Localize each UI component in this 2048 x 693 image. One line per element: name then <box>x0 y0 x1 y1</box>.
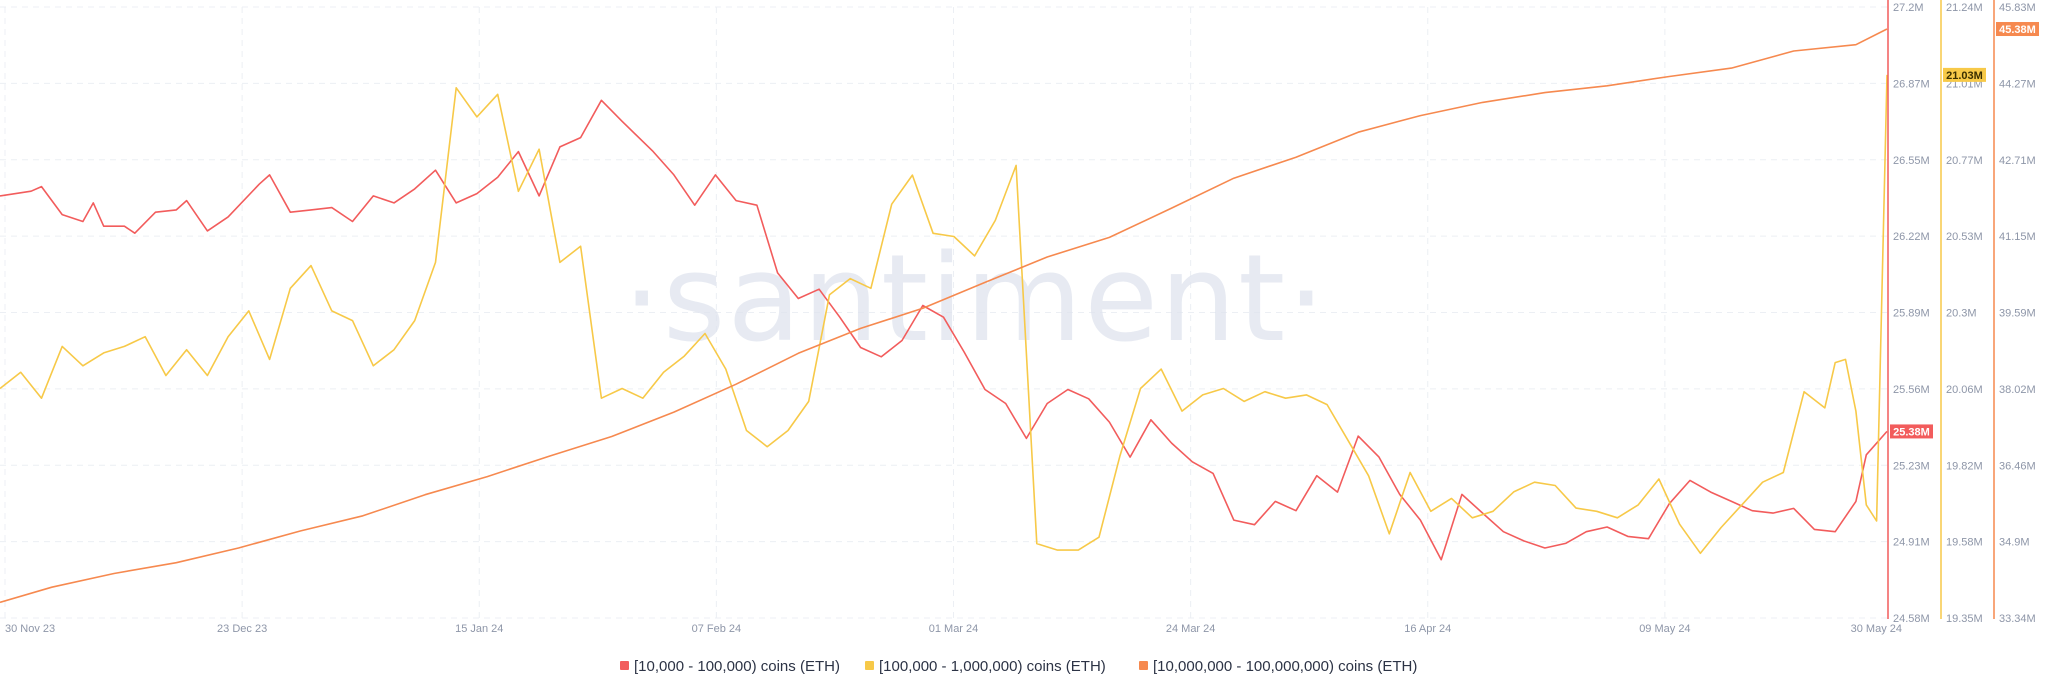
current-value-badge-2: 21.03M <box>1943 67 1986 82</box>
series-lines <box>0 28 1888 604</box>
x-tick-label: 15 Jan 24 <box>455 623 503 635</box>
y-tick-label: 24.91M <box>1893 537 1930 549</box>
y-tick-label: 25.56M <box>1893 384 1930 396</box>
y-tick-label: 38.02M <box>1999 384 2036 396</box>
y-tick-label: 20.3M <box>1946 308 1977 320</box>
y-tick-label: 36.46M <box>1999 460 2036 472</box>
legend-label: [100,000 - 1,000,000) coins (ETH) <box>879 658 1106 675</box>
series-line-3 <box>0 28 1888 604</box>
x-tick-label: 30 Nov 23 <box>5 623 55 635</box>
current-value-badges: 25.38M 21.03M 45.38M <box>1890 22 2039 439</box>
y-tick-label: 26.87M <box>1893 78 1930 90</box>
badge-value: 25.38M <box>1893 426 1930 438</box>
series-line-2 <box>0 74 1888 555</box>
legend-label: [10,000,000 - 100,000,000) coins (ETH) <box>1153 658 1417 675</box>
y-tick-label: 19.82M <box>1946 460 1983 472</box>
legend-swatch <box>1139 661 1148 670</box>
current-value-badge-1: 25.38M <box>1890 424 1933 439</box>
x-tick-label: 01 Mar 24 <box>929 623 979 635</box>
legend-swatch <box>620 661 629 670</box>
x-tick-label: 30 May 24 <box>1851 623 1902 635</box>
series-line-1 <box>0 99 1888 561</box>
badge-value: 45.38M <box>1999 24 2036 36</box>
grid <box>0 6 1887 619</box>
legend-item-3: [10,000,000 - 100,000,000) coins (ETH) <box>1139 658 1417 675</box>
current-value-badge-3: 45.38M <box>1996 22 2039 37</box>
y-tick-label: 26.55M <box>1893 155 1930 167</box>
y-tick-label: 33.34M <box>1999 613 2036 625</box>
santiment-watermark: ·santiment· <box>623 230 1328 369</box>
badge-background <box>1890 424 1933 439</box>
y-tick-label: 34.9M <box>1999 537 2030 549</box>
x-tick-label: 09 May 24 <box>1639 623 1690 635</box>
badge-background <box>1943 67 1986 82</box>
x-tick-label: 07 Feb 24 <box>692 623 742 635</box>
y-tick-label: 41.15M <box>1999 231 2036 243</box>
badge-value: 21.03M <box>1946 70 1983 82</box>
x-tick-label: 16 Apr 24 <box>1404 623 1451 635</box>
badge-background <box>1996 22 2039 37</box>
legend-label: [10,000 - 100,000) coins (ETH) <box>634 658 840 675</box>
y-tick-label: 25.89M <box>1893 308 1930 320</box>
y-tick-label: 45.83M <box>1999 2 2036 14</box>
y-tick-label: 21.24M <box>1946 2 1983 14</box>
y-tick-label: 20.77M <box>1946 155 1983 167</box>
y-tick-label: 44.27M <box>1999 78 2036 90</box>
y-tick-label: 19.35M <box>1946 613 1983 625</box>
y-tick-label: 39.59M <box>1999 308 2036 320</box>
x-tick-label: 24 Mar 24 <box>1166 623 1216 635</box>
x-tick-label: 23 Dec 23 <box>217 623 267 635</box>
legend: [10,000 - 100,000) coins (ETH) [100,000 -… <box>620 658 1417 675</box>
y-tick-label: 25.23M <box>1893 460 1930 472</box>
y-tick-label: 27.2M <box>1893 2 1924 14</box>
y-tick-label: 24.58M <box>1893 613 1930 625</box>
legend-item-1: [10,000 - 100,000) coins (ETH) <box>620 658 840 675</box>
y-tick-label: 42.71M <box>1999 155 2036 167</box>
legend-swatch <box>865 661 874 670</box>
y-tick-label: 20.53M <box>1946 231 1983 243</box>
y-tick-label: 19.58M <box>1946 537 1983 549</box>
legend-item-2: [100,000 - 1,000,000) coins (ETH) <box>865 658 1106 675</box>
y-tick-label: 20.06M <box>1946 384 1983 396</box>
y-tick-label: 26.22M <box>1893 231 1930 243</box>
x-axis: 30 Nov 23 23 Dec 23 15 Jan 24 07 Feb 24 01 M… <box>5 623 1902 635</box>
y-axes: 27.2M 26.87M 26.55M 26.22M 25.89M 25.56M 25.23… <box>1887 0 2036 625</box>
